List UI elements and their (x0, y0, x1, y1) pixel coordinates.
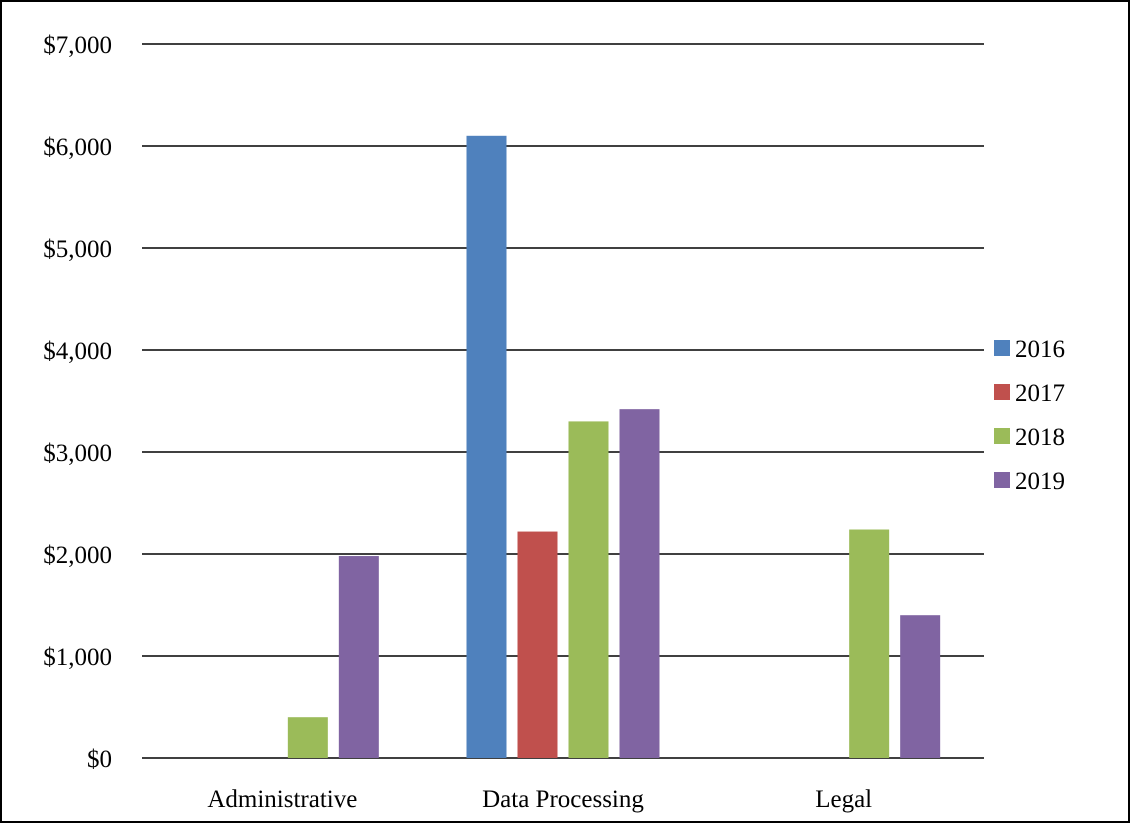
y-tick-label: $7,000 (43, 32, 112, 59)
x-tick-label: Administrative (207, 786, 357, 813)
y-tick-label: $5,000 (43, 236, 112, 263)
bar-2019-administrative (338, 556, 379, 758)
bar-2016-data-processing (466, 135, 507, 759)
legend: 2016 2017 2018 2019 (994, 336, 1065, 495)
legend-label: 2019 (1015, 468, 1065, 495)
x-tick-label: Legal (815, 786, 872, 813)
x-axis-tick-labels: Administrative Data Processing Legal (207, 786, 872, 813)
bars (287, 135, 941, 759)
bar-2018-data-processing (568, 421, 609, 758)
bar-2017-data-processing (517, 531, 558, 758)
y-tick-label: $3,000 (43, 440, 112, 467)
legend-swatch (994, 428, 1010, 444)
y-tick-label: $6,000 (43, 134, 112, 161)
legend-swatch (994, 340, 1010, 356)
gridlines (142, 43, 984, 759)
legend-label: 2017 (1015, 380, 1065, 407)
legend-swatch (994, 472, 1010, 488)
bar-2018-administrative (287, 717, 328, 758)
bar-2019-data-processing (619, 409, 660, 758)
legend-swatch (994, 384, 1010, 400)
legend-label: 2016 (1015, 336, 1065, 363)
y-tick-label: $1,000 (43, 644, 112, 671)
x-tick-label: Data Processing (482, 786, 644, 813)
y-tick-label: $4,000 (43, 338, 112, 365)
legend-label: 2018 (1015, 424, 1065, 451)
y-tick-label: $2,000 (43, 542, 112, 569)
bar-2019-legal (900, 615, 941, 758)
y-axis-tick-labels: $0 $1,000 $2,000 $3,000 $4,000 $5,000 $6,000 $7… (43, 32, 112, 773)
y-tick-label: $0 (87, 746, 112, 773)
bar-2018-legal (849, 529, 890, 758)
